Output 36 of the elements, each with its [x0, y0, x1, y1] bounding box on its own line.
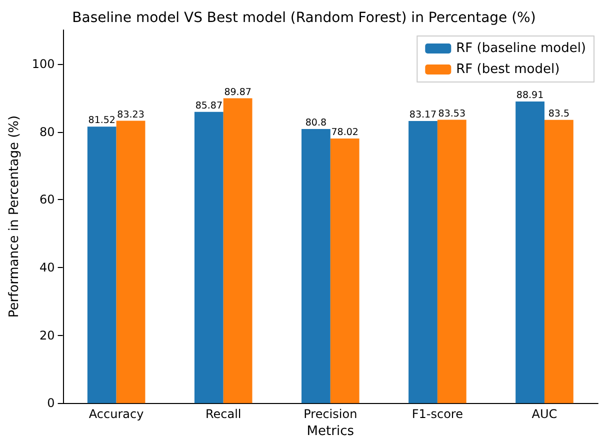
- x-tick-label: Recall: [205, 407, 242, 422]
- legend-label: RF (best model): [456, 62, 560, 77]
- data-label: 83.17: [409, 110, 437, 121]
- data-label: 83.53: [438, 108, 466, 120]
- bar: [87, 126, 116, 404]
- data-label: 78.02: [331, 126, 358, 138]
- x-tick-label: F1-score: [412, 407, 464, 422]
- x-tick-label: Precision: [304, 407, 358, 422]
- y-axis-title: Performance in Percentage (%): [7, 115, 22, 318]
- bar: [516, 102, 544, 404]
- bar: [302, 129, 330, 404]
- y-tick-label: 60: [40, 192, 55, 207]
- x-tick-label: Accuracy: [88, 407, 144, 422]
- y-tick-label: 20: [40, 328, 55, 342]
- y-tick-label: 40: [40, 260, 55, 274]
- y-tick-label: 80: [40, 124, 55, 139]
- bar: [116, 120, 146, 404]
- legend-label: RF (baseline model): [456, 41, 586, 56]
- data-label: 80.8: [305, 118, 327, 129]
- bar: [330, 138, 360, 404]
- bar: [223, 98, 252, 404]
- data-label: 88.91: [516, 90, 544, 102]
- y-tick-label: 0: [47, 396, 55, 410]
- data-label: 81.52: [88, 115, 116, 126]
- x-tick-label: AUC: [532, 407, 558, 422]
- data-label: 85.87: [195, 100, 223, 112]
- bar: [408, 121, 438, 404]
- x-axis-title: Metrics: [306, 424, 354, 439]
- bar: [194, 112, 224, 404]
- y-tick-label: 100: [32, 56, 55, 71]
- data-label: 83.5: [548, 108, 570, 120]
- chart-title: Baseline model VS Best model (Random Forest) in Percentage (%): [72, 10, 536, 26]
- bar: [437, 120, 466, 404]
- bar: [544, 120, 574, 404]
- data-label: 89.87: [224, 86, 252, 98]
- data-label: 83.23: [117, 109, 144, 120]
